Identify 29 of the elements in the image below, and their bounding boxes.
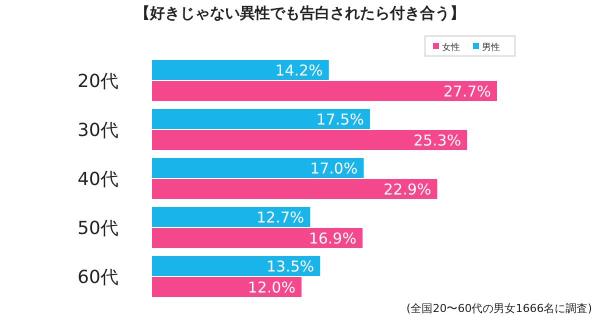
- data-label: 27.7%: [443, 82, 491, 100]
- data-label: 17.0%: [310, 160, 358, 178]
- bar: [152, 158, 364, 178]
- bar: [152, 109, 370, 129]
- data-label: 12.7%: [256, 208, 304, 226]
- annotation: (全国20〜60代の男女1666名に調査): [406, 302, 592, 315]
- y-tick-label: 20代: [78, 71, 118, 92]
- y-tick-label: 40代: [78, 169, 118, 190]
- data-label: 14.2%: [275, 62, 323, 80]
- data-label: 16.9%: [308, 230, 356, 248]
- bar: [152, 60, 329, 80]
- bar: [152, 179, 438, 199]
- bar: [152, 256, 320, 276]
- data-label: 22.9%: [384, 180, 432, 198]
- legend-label: 男性: [482, 42, 500, 53]
- y-tick-label: 60代: [78, 267, 118, 288]
- bar: [152, 81, 497, 101]
- chart-title: 【好きじゃない異性でも告白されたら付き合う】: [135, 4, 465, 22]
- bar: [152, 228, 362, 248]
- bar: [152, 207, 310, 227]
- data-label: 17.5%: [316, 110, 364, 128]
- data-label: 25.3%: [413, 132, 462, 150]
- legend-label: 女性: [442, 42, 460, 53]
- bar: [152, 277, 302, 297]
- bar: [152, 130, 468, 150]
- y-tick-label: 50代: [78, 218, 118, 239]
- data-label: 12.0%: [248, 278, 296, 296]
- y-tick-label: 30代: [78, 120, 118, 141]
- data-label: 13.5%: [266, 258, 314, 276]
